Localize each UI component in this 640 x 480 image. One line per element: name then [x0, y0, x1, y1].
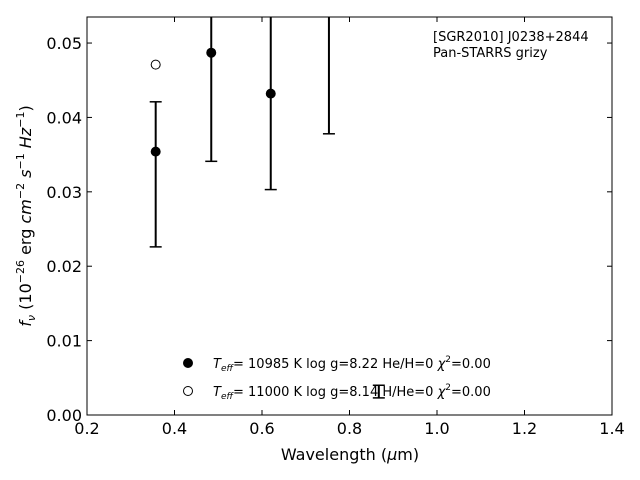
- y-tick-label: 0.00: [46, 406, 82, 425]
- x-axis-label: Wavelength (μm): [281, 445, 419, 464]
- x-tick-label: 0.4: [162, 419, 187, 438]
- annotation-line-2: Pan-STARRS grizy: [433, 46, 548, 61]
- error-bars: [149, 17, 385, 399]
- x-tick-label: 0.2: [74, 419, 99, 438]
- model-point-filled: [265, 88, 276, 99]
- y-axis-label: fν (10−26 erg cm−2 s−1 Hz−1): [14, 105, 38, 326]
- x-tick-label: 0.8: [337, 419, 362, 438]
- x-tick-label: 1.0: [424, 419, 449, 438]
- y-tick-label: 0.05: [46, 34, 82, 53]
- y-tick-label: 0.02: [46, 257, 82, 276]
- y-tick-label: 0.01: [46, 332, 82, 351]
- legend: Teff= 10985 K log g=8.22 He/H=0 χ2=0.00 …: [183, 355, 491, 402]
- data-markers: [150, 47, 276, 157]
- x-tick-label: 1.2: [512, 419, 537, 438]
- plot-frame: [86, 16, 613, 416]
- legend-label-filled: Teff= 10985 K log g=8.22 He/H=0 χ2=0.00: [213, 355, 491, 374]
- legend-marker-open: [183, 386, 193, 396]
- y-tick-label: 0.03: [46, 183, 82, 202]
- model-point-open: [150, 59, 161, 70]
- model-point-filled: [206, 47, 217, 58]
- x-tick-label: 1.4: [599, 419, 624, 438]
- legend-label-open: Teff= 11000 K log g=8.14 H/He=0 χ2=0.00: [213, 383, 491, 402]
- y-axis-ticks: 0.00 0.01 0.02 0.03 0.04 0.05: [46, 34, 612, 425]
- legend-marker-filled: [183, 358, 193, 368]
- annotation-line-1: [SGR2010] J0238+2844: [433, 30, 589, 45]
- y-tick-label: 0.04: [46, 108, 82, 127]
- x-axis-ticks: 0.2 0.4 0.6 0.8 1.0 1.2 1.4: [74, 17, 625, 438]
- model-point-filled: [150, 146, 161, 157]
- x-tick-label: 0.6: [249, 419, 274, 438]
